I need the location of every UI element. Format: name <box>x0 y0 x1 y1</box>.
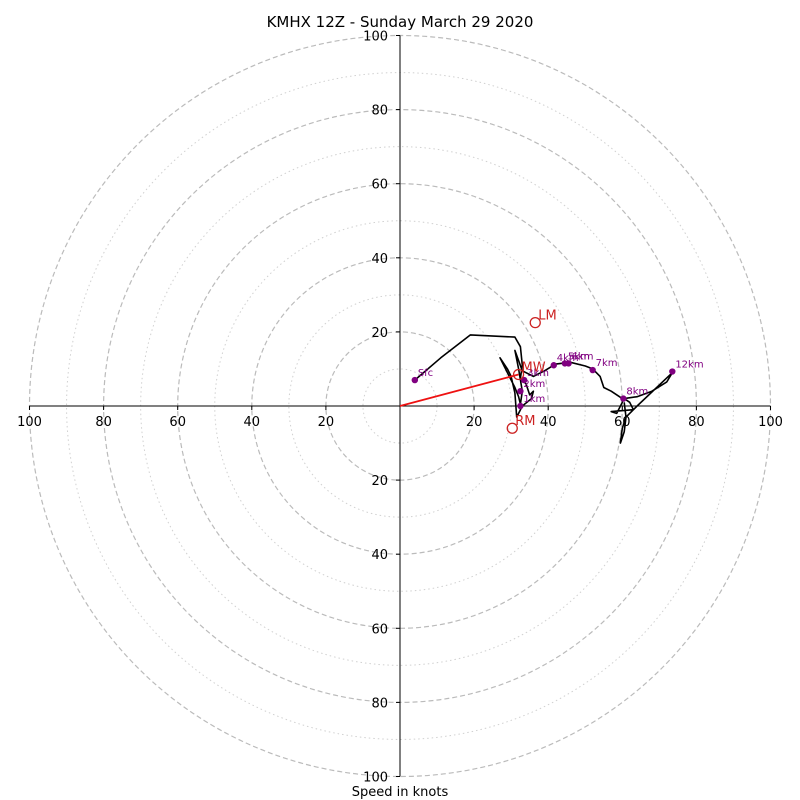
x-tick-label: 60 <box>169 415 186 430</box>
storm-motion-marker <box>506 422 518 434</box>
y-tick-label: 20 <box>371 326 388 341</box>
storm-motions: LM MW RM <box>506 309 557 434</box>
shear-vector <box>399 373 519 407</box>
x-tick-label: 40 <box>244 415 261 430</box>
shear-vector-line <box>399 373 519 407</box>
height-marker-label: 12km <box>675 360 703 371</box>
height-marker-dot <box>589 366 596 374</box>
height-marker-dot <box>669 368 676 375</box>
height-marker-label: Sfc <box>418 368 433 379</box>
storm-motion-marker <box>529 316 541 329</box>
x-tick-label: 80 <box>95 415 112 430</box>
height-marker-dot <box>517 402 524 410</box>
height-marker-label: 2km <box>523 379 545 390</box>
height-marker-dot <box>550 362 557 369</box>
storm-motion-label: LM <box>538 309 556 324</box>
storm-motion-label: RM <box>515 414 535 429</box>
chart-title: KMHX 12Z - Sunday March 29 2020 <box>267 13 534 31</box>
height-marker-label: 1km <box>523 394 545 405</box>
storm-motion-marker <box>512 368 525 381</box>
height-marker-label: 7km <box>596 358 618 369</box>
x-tick-label: 100 <box>758 415 783 430</box>
x-axis-label: Speed in knots <box>352 785 449 800</box>
y-tick-label: 80 <box>371 104 388 119</box>
height-marker-dot <box>565 360 572 367</box>
x-tick-label: 100 <box>17 415 42 430</box>
tick-labels: 100 80 60 40 20 20 40 60 80 100100806040202040608… <box>17 30 783 786</box>
height-marker-label: 8km <box>626 387 648 398</box>
y-tick-label: 100 <box>363 771 388 786</box>
storm-motion-label: MW <box>522 361 546 376</box>
x-tick-label: 40 <box>540 415 557 430</box>
y-tick-label: 20 <box>371 474 388 489</box>
y-tick-label: 60 <box>371 178 388 193</box>
height-marker-dot <box>517 387 524 395</box>
height-marker-label: 3km <box>527 368 549 379</box>
x-tick-label: 20 <box>466 415 483 430</box>
y-tick-label: 100 <box>363 30 388 45</box>
hodograph-line <box>414 334 674 444</box>
y-tick-label: 60 <box>371 622 388 637</box>
y-tick-label: 80 <box>371 696 388 711</box>
y-tick-label: 40 <box>371 252 388 267</box>
height-marker-label: 5km <box>568 351 590 362</box>
hodograph-trace <box>414 334 674 444</box>
y-tick-label: 40 <box>371 548 388 563</box>
height-marker-label: 4km <box>557 353 579 364</box>
height-marker-dot <box>620 395 627 402</box>
height-marker-dot <box>411 376 419 384</box>
x-tick-label: 20 <box>318 415 335 430</box>
height-marker-label: 6km <box>572 351 594 362</box>
x-tick-label: 80 <box>688 415 705 430</box>
